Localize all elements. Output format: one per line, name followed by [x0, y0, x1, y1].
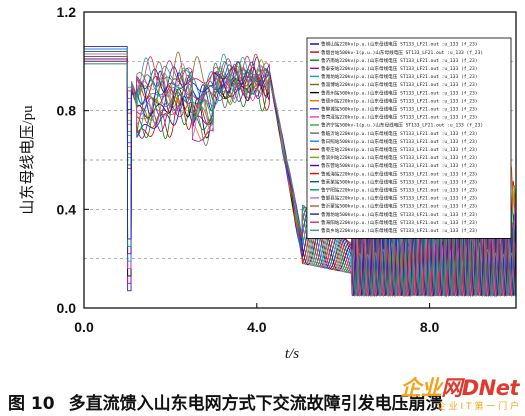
legend-entry: 鲁德州站220kv(p.u.)山东母线电压 ST133_LF21.out :u_… [321, 97, 478, 104]
series-line [84, 51, 517, 298]
watermark-brand-right: 网D [441, 376, 479, 400]
legend: 鲁崂山站220kv(p.u.)山东母线电压 ST133_LF21.out :u_… [306, 37, 512, 239]
legend-entry: 鲁聊城站500kv(p.u.)山东母线电压 ST133_LF21.out :u_… [321, 106, 478, 113]
series-line [84, 53, 517, 298]
legend-entry: 鲁海阳站220kv(p.u.)山东母线电压 ST133_LF21.out :u_… [321, 219, 478, 226]
watermark-brand-left: 企业 [400, 376, 442, 400]
figure-caption: 图 10 多直流馈入山东电网方式下交流故障引发电压崩溃 [8, 389, 518, 414]
legend-entry: 鲁日照站500kv(p.u.)山东母线电压 ST133_LF21.out :u_… [321, 138, 478, 145]
legend-entry: 鲁济宁站500kv-1(p.u.)山东母线电压 ST133_LF21.out :… [321, 122, 483, 129]
watermark-subtitle: 企 业 I T 第 一 门 户 [436, 402, 519, 412]
legend-entry: 鲁淄博站220kv(p.u.)山东母线电压 ST133_LF21.out :u_… [321, 81, 478, 88]
legend-entry: 鲁莱芜站500kv(p.u.)山东母线电压 ST133_LF21.out :u_… [321, 178, 478, 185]
legend-entry: 鲁烟台站500kv-1(p.u.)山东母线电压 ST133_LF21.out :… [321, 49, 483, 56]
watermark-brand-net: Net [478, 376, 520, 400]
legend-entry: 鲁临沂站220kv(p.u.)山东母线电压 ST133_LF21.out :u_… [321, 130, 478, 137]
legend-entry: 鲁东营站500kv(p.u.)山东母线电压 ST133_LF21.out :u_… [321, 162, 478, 169]
legend-entry: 鲁枣庄站220kv(p.u.)山东母线电压 ST133_LF21.out :u_… [321, 146, 478, 153]
legend-entry: 鲁高乡站220kv(p.u.)山东母线电压 ST133_LF21.out :u_… [321, 227, 478, 234]
legend-entry: 鲁青州站500kv(p.u.)山东母线电压 ST133_LF21.out :u_… [321, 89, 478, 96]
legend-entry: 鲁潍坊站220kv(p.u.)山东母线电压 ST133_LF21.out :u_… [321, 73, 478, 80]
plot-frame [83, 11, 517, 309]
y-tick-label: 0.4 [57, 201, 77, 217]
figure-number: 图 10 [8, 394, 55, 414]
legend-entry: 鲁宁阳站220kv(p.u.)山东母线电压 ST133_LF21.out :u_… [321, 187, 478, 194]
legend-entry: 鲁潍坊站500kv(p.u.)山东母线电压 ST133_LF21.out :u_… [321, 211, 478, 218]
y-tick-label: 1.2 [57, 4, 77, 20]
legend-entry: 鲁威海站220kv(p.u.)山东母线电压 ST133_LF21.out :u_… [321, 170, 478, 177]
legend-entry: 鲁滨州站220kv(p.u.)山东母线电压 ST133_LF21.out :u_… [321, 154, 478, 161]
legend-entry: 鲁沂蒙站500kv(p.u.)山东母线电压 ST133_LF21.out :u_… [321, 203, 478, 210]
x-tick-label: 8.0 [420, 319, 440, 335]
legend-box [306, 37, 512, 239]
y-axis-title: 山东母线电压/pu [19, 105, 36, 215]
y-tick-label: 0.8 [57, 103, 77, 119]
figure-caption-text: 多直流馈入山东电网方式下交流故障引发电压崩溃 [68, 394, 443, 414]
y-tick-label: 0.0 [57, 300, 77, 316]
legend-entry: 鲁泰安站220kv(p.u.)山东母线电压 ST133_LF21.out :u_… [321, 65, 478, 72]
x-axis-title: t/s [285, 346, 299, 362]
voltage-chart: 0.0 4.0 8.0 0.0 0.4 0.8 1.2 鲁崂山站220kv(p.u.)山东母… [19, 4, 517, 362]
x-tick-label: 0.0 [74, 319, 94, 335]
watermark-brand: 企业网DNet [400, 372, 519, 402]
watermark-logo: 企业网DNet 企 业 I T 第 一 门 户 [400, 372, 519, 412]
ticks: 0.0 4.0 8.0 0.0 0.4 0.8 1.2 [57, 4, 440, 335]
legend-entry: 鲁菏泽站220kv(p.u.)山东母线电压 ST133_LF21.out :u_… [321, 114, 478, 121]
legend-entry: 鲁邹县站220kv(p.u.)山东母线电压 ST133_LF21.out :u_… [321, 195, 478, 202]
legend-entry: 鲁崂山站220kv(p.u.)山东母线电压 ST133_LF21.out :u_… [321, 41, 478, 48]
x-tick-label: 4.0 [247, 319, 267, 335]
legend-entry: 鲁济南站220kv(p.u.)山东母线电压 ST133_LF21.out :u_… [321, 57, 478, 64]
